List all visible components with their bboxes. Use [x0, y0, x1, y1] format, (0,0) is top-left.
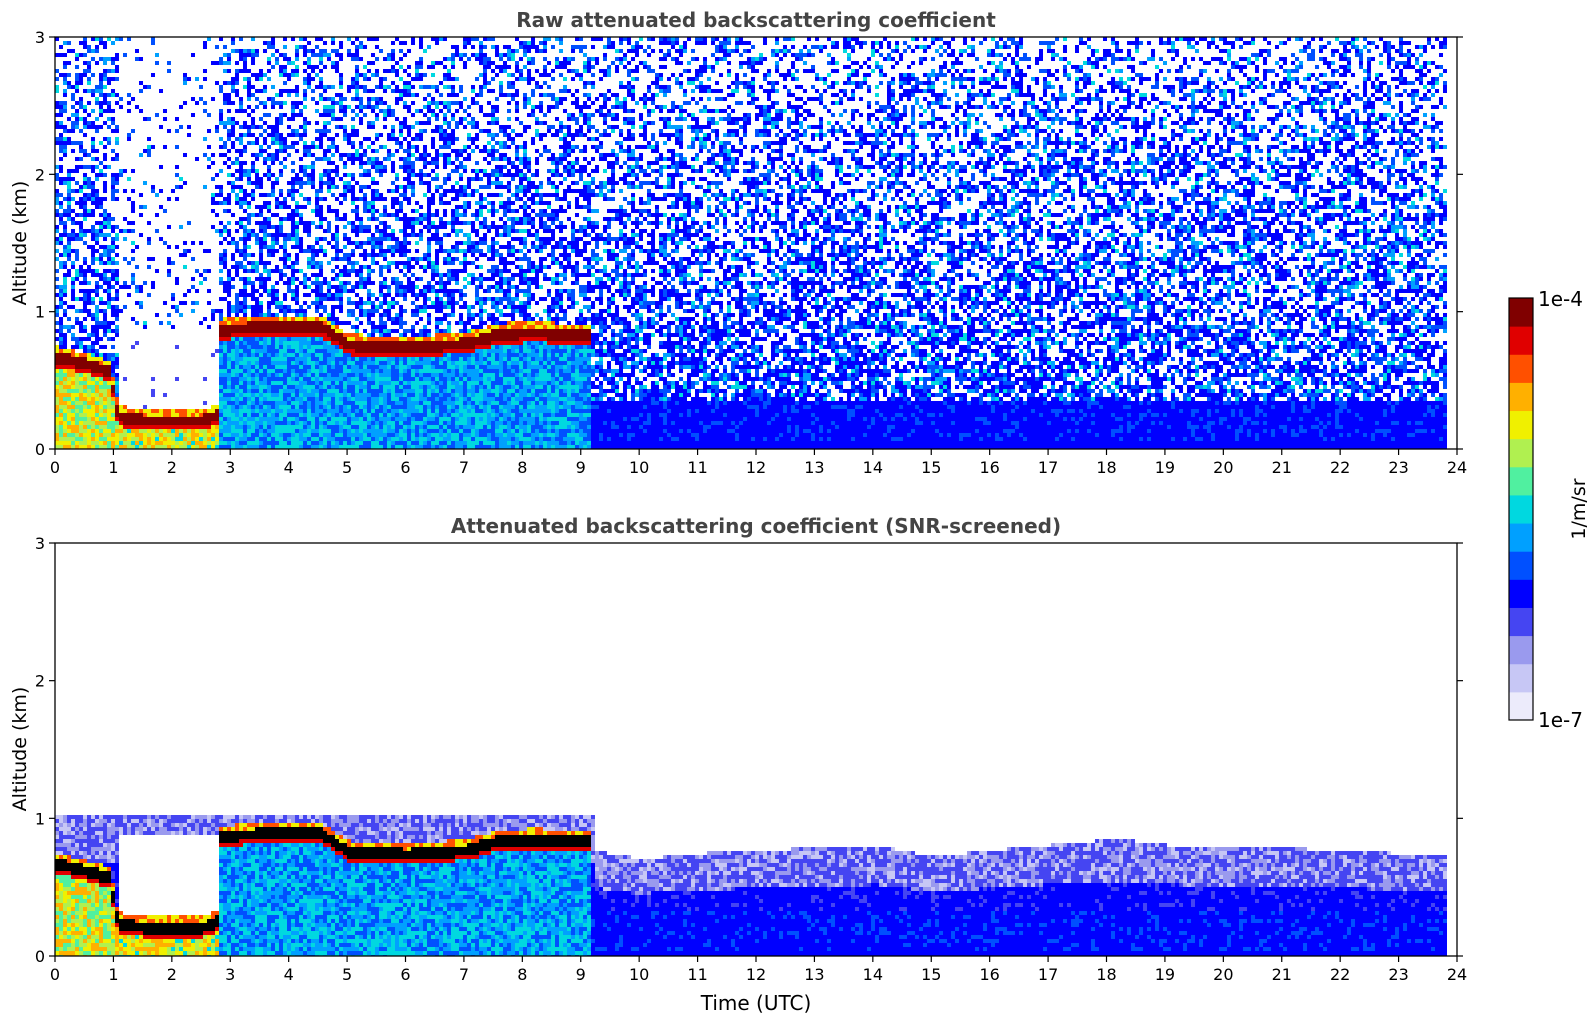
screened-x-tick-label: 7	[459, 965, 469, 984]
colorbar-band	[1509, 579, 1533, 608]
raw-x-tick-label: 3	[225, 458, 235, 477]
screened-x-tick-label: 20	[1213, 965, 1233, 984]
colorbar-band	[1509, 466, 1533, 496]
panel-raw: Raw attenuated backscattering coefficien…	[9, 8, 1467, 477]
screened-x-tick-label: 1	[108, 965, 118, 984]
panel-screened-ylabel: Altitude (km)	[9, 687, 31, 812]
screened-x-tick-label: 22	[1330, 965, 1350, 984]
colorbar-band	[1509, 663, 1533, 693]
raw-x-tick-label: 8	[517, 458, 527, 477]
screened-x-tick-label: 4	[284, 965, 294, 984]
colorbar-band	[1509, 551, 1533, 580]
raw-x-tick-label: 14	[863, 458, 883, 477]
colorbar-band	[1509, 382, 1533, 412]
raw-x-tick-label: 12	[746, 458, 766, 477]
screened-x-tick-label: 14	[863, 965, 883, 984]
colorbar: 1e-4 1e-7 1/m/sr	[1508, 287, 1590, 732]
screened-x-tick-label: 11	[687, 965, 707, 984]
screened-x-tick-label: 21	[1272, 965, 1292, 984]
raw-x-tick-label: 0	[50, 458, 60, 477]
colorbar-max-label: 1e-4	[1538, 287, 1583, 311]
colorbar-unit-label: 1/m/sr	[1568, 478, 1590, 539]
raw-y-tick-label: 1	[35, 303, 45, 322]
x-axis-raw: 0 1 2 3 4 5 6 7 8 9 10 11 12 13 14 15 16 17 18 19 20 21 22 23 24	[50, 449, 1467, 477]
screened-x-tick-label: 9	[576, 965, 586, 984]
colorbar-frame	[1508, 297, 1534, 721]
screened-x-tick-label: 23	[1388, 965, 1408, 984]
raw-x-tick-label: 16	[979, 458, 999, 477]
raw-x-tick-label: 9	[576, 458, 586, 477]
colorbar-band	[1509, 326, 1533, 355]
screened-y-tick-label: 0	[35, 947, 45, 966]
raw-x-tick-label: 10	[629, 458, 649, 477]
colorbar-band	[1509, 607, 1533, 637]
screened-x-tick-label: 6	[400, 965, 410, 984]
raw-x-tick-label: 18	[1096, 458, 1116, 477]
screened-x-tick-label: 15	[921, 965, 941, 984]
colorbar-band	[1509, 298, 1533, 327]
screened-x-tick-label: 13	[804, 965, 824, 984]
heatmap-screened	[55, 815, 1447, 956]
raw-y-tick-label: 3	[35, 28, 45, 47]
panel-raw-title: Raw attenuated backscattering coefficien…	[516, 8, 996, 32]
raw-x-tick-label: 1	[108, 458, 118, 477]
screened-y-tick-label: 2	[35, 672, 45, 691]
screened-x-tick-label: 10	[629, 965, 649, 984]
raw-y-tick-label: 2	[35, 165, 45, 184]
screened-x-tick-label: 5	[342, 965, 352, 984]
raw-x-tick-label: 24	[1447, 458, 1467, 477]
y-axis-screened: 0 1 2 3	[35, 534, 1463, 966]
x-axis-screened: 0 1 2 3 4 5 6 7 8 9 10 11 12 13 14 15 16 17 18 19 20 21 22 23 24	[50, 956, 1467, 984]
panel-raw-ylabel: Altitude (km)	[9, 181, 31, 306]
screened-x-tick-label: 18	[1096, 965, 1116, 984]
raw-x-tick-label: 19	[1155, 458, 1175, 477]
raw-x-tick-label: 21	[1272, 458, 1292, 477]
colorbar-band	[1509, 410, 1533, 440]
panel-screened-xlabel: Time (UTC)	[700, 991, 812, 1015]
raw-x-tick-label: 6	[400, 458, 410, 477]
screened-x-tick-label: 19	[1155, 965, 1175, 984]
raw-x-tick-label: 11	[687, 458, 707, 477]
panel-screened-title: Attenuated backscattering coefficient (S…	[451, 514, 1061, 538]
y-axis-raw: 0 1 2 3	[35, 28, 1463, 459]
raw-x-tick-label: 2	[167, 458, 177, 477]
colorbar-band	[1509, 523, 1533, 552]
screened-y-tick-label: 3	[35, 534, 45, 553]
raw-x-tick-label: 23	[1388, 458, 1408, 477]
colorbar-band	[1509, 494, 1533, 524]
raw-x-tick-label: 4	[284, 458, 294, 477]
raw-x-tick-label: 15	[921, 458, 941, 477]
raw-x-tick-label: 5	[342, 458, 352, 477]
raw-x-tick-label: 17	[1038, 458, 1058, 477]
raw-x-tick-label: 13	[804, 458, 824, 477]
colorbar-band	[1509, 438, 1533, 468]
raw-x-tick-label: 7	[459, 458, 469, 477]
screened-x-tick-label: 2	[167, 965, 177, 984]
colorbar-band	[1509, 635, 1533, 665]
raw-y-tick-label: 0	[35, 440, 45, 459]
screened-x-tick-label: 24	[1447, 965, 1467, 984]
panel-screened: Attenuated backscattering coefficient (S…	[9, 514, 1467, 1015]
screened-x-tick-label: 16	[979, 965, 999, 984]
raw-x-tick-label: 22	[1330, 458, 1350, 477]
colorbar-band	[1509, 691, 1533, 721]
screened-x-tick-label: 0	[50, 965, 60, 984]
colorbar-min-label: 1e-7	[1538, 708, 1583, 732]
heatmap-raw	[55, 37, 1447, 449]
screened-x-tick-label: 3	[225, 965, 235, 984]
screened-x-tick-label: 17	[1038, 965, 1058, 984]
screened-x-tick-label: 12	[746, 965, 766, 984]
raw-x-tick-label: 20	[1213, 458, 1233, 477]
screened-y-tick-label: 1	[35, 809, 45, 828]
colorbar-gradient	[1509, 298, 1533, 721]
screened-x-tick-label: 8	[517, 965, 527, 984]
colorbar-band	[1509, 354, 1533, 383]
